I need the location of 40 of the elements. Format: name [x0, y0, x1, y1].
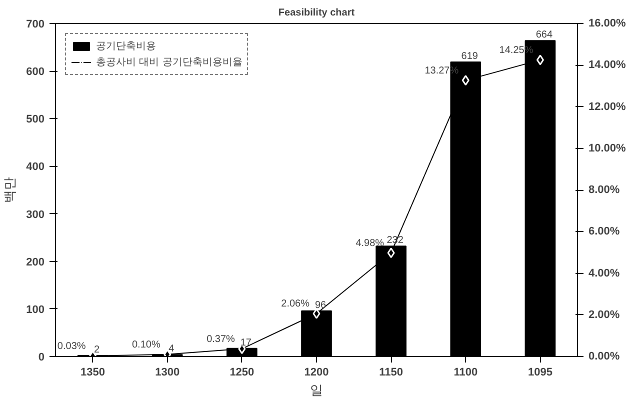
y2-tick-label: 4.00% [588, 267, 620, 280]
y2-tick-label: 14.00% [588, 59, 626, 72]
data-label: 0.03% [57, 340, 86, 352]
data-label: 4 [168, 344, 175, 355]
data-label: 4.98% [356, 238, 384, 249]
data-label: 17 [240, 337, 252, 348]
y-tick-label: 500 [26, 114, 45, 126]
x-tick-label: 1300 [155, 366, 180, 378]
y-tick-label: 400 [26, 161, 45, 174]
y2-tick-label: 12.00% [588, 100, 626, 113]
y2-tick-label: 16.00% [588, 18, 626, 30]
x-tick-label: 1100 [454, 366, 478, 378]
data-label: 2 [94, 344, 100, 356]
legend-label: 공기단축비용 [96, 40, 156, 53]
y2-tick-label: 10.00% [588, 142, 626, 154]
y2-tick-label: 8.00% [588, 184, 620, 196]
y-tick-label: 600 [26, 66, 45, 78]
data-label: 0.10% [132, 339, 160, 350]
y-tick-label: 300 [26, 208, 45, 221]
legend-label: 총공사비 대비 공기단축비용비율 [96, 56, 242, 69]
y-tick-label: 700 [26, 18, 45, 30]
data-label: 96 [314, 300, 326, 311]
y-tick-label: 100 [26, 304, 45, 316]
y2-tick-label: 6.00% [588, 226, 620, 238]
y-tick-label: 0 [38, 352, 45, 364]
data-label: 0.37% [206, 334, 236, 345]
x-tick-label: 1095 [528, 366, 552, 378]
y-tick-label: 200 [26, 256, 45, 268]
chart-title: Feasibility chart [278, 8, 356, 18]
x-axis-title: 일 [310, 384, 323, 398]
y-axis-title: 백만 [3, 177, 18, 203]
x-tick-label: 1150 [379, 366, 404, 378]
data-label: 664 [536, 30, 553, 41]
x-tick-label: 1350 [80, 366, 106, 378]
y2-tick-label: 0.00% [588, 350, 620, 362]
data-label: 619 [461, 51, 478, 62]
x-tick-label: 1250 [230, 366, 254, 378]
data-label: 2.06% [281, 298, 310, 310]
x-tick-label: 1200 [304, 366, 329, 378]
y2-tick-label: 2.00% [588, 308, 620, 321]
